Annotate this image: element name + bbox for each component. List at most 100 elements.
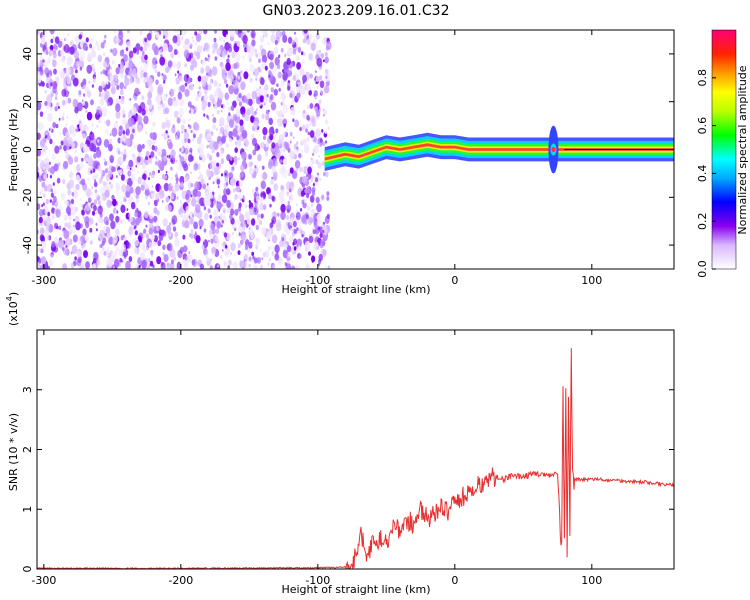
noise-speck [314,96,317,100]
noise-speck [230,177,236,187]
noise-speck [244,253,248,260]
noise-speck [118,95,121,100]
noise-speck [142,79,144,83]
noise-speck [45,50,49,56]
noise-speck [61,116,65,121]
noise-speck [216,151,220,158]
noise-speck [65,67,71,76]
noise-speck [235,109,241,117]
noise-speck [139,102,146,111]
noise-speck [257,154,262,162]
noise-speck [283,148,286,152]
noise-speck [324,56,329,64]
noise-speck [81,100,86,106]
noise-speck [166,155,169,158]
noise-speck [150,160,153,164]
noise-speck [232,114,238,121]
noise-speck [104,94,109,102]
noise-speck [237,243,241,249]
noise-speck [155,31,160,39]
noise-speck [162,218,168,227]
noise-speck [156,256,162,265]
noise-speck [268,258,271,262]
noise-speck [221,219,224,224]
noise-speck [50,82,53,87]
snr-panel: -300 -200 -100 0 100 0 1 2 3 Height of straight … [5,292,675,596]
snr-scale-close: ) [7,292,20,296]
noise-speck [298,253,302,259]
spectrogram-xlabel: Height of straight line (km) [281,283,430,296]
noise-speck [156,102,163,112]
noise-speck [136,170,139,174]
noise-speck [253,68,259,77]
noise-speck [109,75,114,82]
noise-speck [243,42,248,50]
noise-speck [239,260,245,269]
noise-speck [212,117,217,124]
noise-speck [156,147,163,157]
noise-speck [323,109,327,116]
noise-speck [48,161,51,165]
noise-speck [261,54,268,64]
noise-speck [242,95,247,104]
noise-speck [104,182,107,186]
noise-speck [219,44,224,52]
noise-speck [299,68,305,77]
noise-speck [296,227,299,232]
noise-speck [63,43,70,54]
figure-title: GN03.2023.209.16.01.C32 [263,3,450,19]
noise-speck [225,34,229,39]
noise-speck [70,40,74,46]
noise-speck [190,183,194,188]
noise-speck [50,38,54,44]
noise-speck [211,148,215,154]
noise-speck [73,218,75,222]
noise-speck [289,140,292,144]
noise-speck [174,231,179,238]
noise-speck [52,59,57,68]
noise-speck [321,129,324,133]
noise-speck [170,52,174,59]
noise-speck [282,118,288,126]
noise-speck [261,227,267,236]
noise-speck [62,112,65,117]
noise-speck [148,177,150,181]
noise-speck [115,67,120,75]
noise-speck [237,71,241,77]
noise-speck [249,63,255,73]
noise-speck [217,264,220,268]
noise-speck [302,124,306,131]
colorbar-tick-label: 0.0 [696,260,709,278]
noise-speck [227,265,230,269]
noise-speck [258,58,261,63]
noise-speck [108,236,114,245]
noise-speck [82,78,87,85]
noise-speck [91,186,93,190]
noise-speck [297,46,302,53]
noise-speck [81,209,85,216]
noise-speck [262,192,267,199]
noise-speck [87,197,92,204]
noise-speck [148,85,154,94]
noise-speck [96,228,98,232]
noise-speck [51,200,55,206]
noise-speck [278,54,281,58]
noise-speck [208,239,210,243]
noise-speck [245,224,249,229]
noise-speck [249,207,255,216]
noise-speck [147,98,152,106]
noise-speck [163,35,166,39]
svg-text:(x104): (x104) [5,292,20,326]
noise-speck [178,107,184,117]
noise-speck [237,220,240,225]
noise-speck [267,161,273,170]
noise-speck [246,98,250,105]
noise-speck [60,140,64,146]
noise-speck [118,125,124,134]
colorbar-gradient [712,30,736,269]
noise-speck [210,238,214,244]
noise-speck [111,194,115,201]
noise-speck [155,220,159,226]
noise-speck [305,247,308,252]
spectrogram-ytick-label: 20 [21,95,34,109]
